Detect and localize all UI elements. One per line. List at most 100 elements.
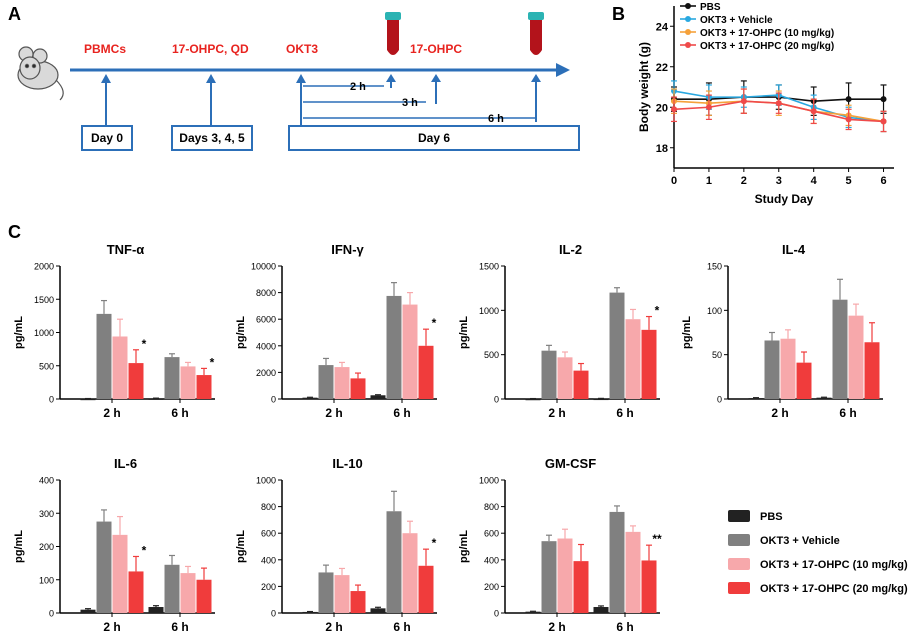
- arrowhead-3h: [431, 74, 441, 82]
- y-tick-label: 400: [39, 476, 54, 486]
- y-tick-label: 100: [39, 575, 54, 585]
- data-point: [775, 100, 782, 107]
- chart-il6: IL-6 pg/mL 0 100 200 300 400 * 2 h 6 h: [13, 456, 215, 633]
- x-tick-label: 6 h: [393, 620, 410, 633]
- chart-gmcsf: GM-CSF pg/mL 0 200 400 600 800 1000 2 h ** 6 h: [458, 456, 662, 633]
- cytokine-legend: PBS OKT3 + Vehicle OKT3 + 17-OHPC (10 mg/k…: [728, 510, 908, 595]
- bar: [557, 357, 573, 399]
- day0-box: [81, 125, 133, 151]
- legend-swatch-dot: [685, 29, 691, 35]
- bar: [180, 573, 196, 613]
- y-tick-label: 0: [271, 395, 276, 405]
- bar: [864, 342, 880, 399]
- y-tick-label: 8000: [256, 288, 276, 298]
- legend-label: OKT3 + 17-OHPC (20 mg/kg): [700, 41, 834, 52]
- y-tick-label: 1000: [256, 476, 276, 486]
- significance-marker: *: [142, 543, 147, 557]
- day0-label: Day 0: [91, 131, 123, 145]
- bar: [525, 611, 541, 614]
- bar: [848, 315, 864, 399]
- bar: [557, 538, 573, 613]
- y-tick-label: 0: [494, 609, 499, 619]
- y-axis-label: pg/mL: [13, 530, 25, 563]
- y-tick-label: 22: [656, 62, 668, 74]
- bar: [796, 362, 812, 399]
- data-point: [880, 118, 887, 125]
- y-tick-label: 2000: [34, 262, 54, 272]
- y-tick-label: 0: [49, 395, 54, 405]
- x-tick-label: 2 h: [103, 406, 120, 420]
- bar: [402, 304, 418, 399]
- bar: [196, 579, 212, 613]
- day6-box: [288, 125, 580, 151]
- data-point: [845, 116, 852, 123]
- y-tick-label: 100: [707, 306, 722, 316]
- bar: [318, 365, 334, 399]
- bar: [148, 607, 164, 613]
- bar: [164, 357, 180, 399]
- significance-marker: *: [210, 355, 215, 369]
- event-17ohpc-qd: 17-OHPC, QD: [172, 42, 249, 56]
- bar: [350, 591, 366, 613]
- x-tick-label: 6 h: [839, 406, 856, 420]
- bar: [302, 397, 318, 400]
- y-axis-label: pg/mL: [458, 316, 470, 349]
- data-point: [810, 108, 817, 115]
- bar: [196, 375, 212, 399]
- arrowhead-day6: [296, 74, 306, 83]
- bar: [112, 336, 128, 399]
- panel-label-c: C: [8, 222, 21, 242]
- legend-label: OKT3 + Vehicle: [760, 535, 840, 547]
- bar: [370, 608, 386, 613]
- arrowhead-6h: [531, 74, 541, 82]
- y-tick-label: 1500: [479, 262, 499, 272]
- chart-title: IL-2: [559, 242, 582, 257]
- bar: [573, 370, 589, 399]
- chart-title: GM-CSF: [545, 456, 596, 471]
- chart-ifn: IFN-γ pg/mL 0 2000 4000 6000 8000 10000 2 h * 6 h: [235, 242, 437, 420]
- y-tick-label: 400: [484, 555, 499, 565]
- y-tick-label: 50: [712, 350, 722, 360]
- y-tick-label: 150: [707, 262, 722, 272]
- data-point: [671, 106, 677, 113]
- significance-marker: *: [655, 304, 660, 318]
- y-axis-label: pg/mL: [235, 530, 247, 563]
- y-tick-label: 500: [484, 350, 499, 360]
- x-tick-label: 6 h: [616, 620, 633, 633]
- bar: [318, 572, 334, 613]
- bar: [609, 511, 625, 613]
- bar: [164, 564, 180, 613]
- legend-swatch-dot: [685, 16, 691, 22]
- y-axis-label: pg/mL: [458, 530, 470, 563]
- y-axis-label: pg/mL: [13, 316, 25, 349]
- legend-label: OKT3 + 17-OHPC (20 mg/kg): [760, 583, 908, 595]
- interval-6h-label: 6 h: [488, 113, 504, 125]
- y-tick-label: 0: [49, 609, 54, 619]
- legend-label: PBS: [700, 2, 721, 13]
- timeline-arrowhead: [556, 63, 570, 77]
- x-axis-label: Study Day: [755, 192, 814, 206]
- legend-swatch: [728, 582, 750, 594]
- bar: [96, 521, 112, 613]
- days345-label: Days 3, 4, 5: [179, 131, 245, 145]
- bar: [748, 398, 764, 400]
- x-tick-label: 5: [846, 175, 852, 187]
- bar: [764, 340, 780, 399]
- blood-tube-icon: [528, 12, 544, 55]
- bar: [541, 350, 557, 399]
- bar: [148, 398, 164, 400]
- y-tick-label: 600: [261, 529, 276, 539]
- panel-label-b: B: [612, 4, 625, 24]
- bar: [593, 607, 609, 613]
- y-tick-label: 10000: [251, 262, 276, 272]
- x-tick-label: 2 h: [103, 620, 120, 633]
- y-tick-label: 800: [261, 502, 276, 512]
- mouse-icon: [17, 46, 64, 101]
- y-tick-label: 400: [261, 555, 276, 565]
- x-tick-label: 6 h: [616, 406, 633, 420]
- chart-title: IFN-γ: [331, 242, 364, 257]
- y-tick-label: 0: [717, 395, 722, 405]
- x-tick-label: 4: [811, 175, 818, 187]
